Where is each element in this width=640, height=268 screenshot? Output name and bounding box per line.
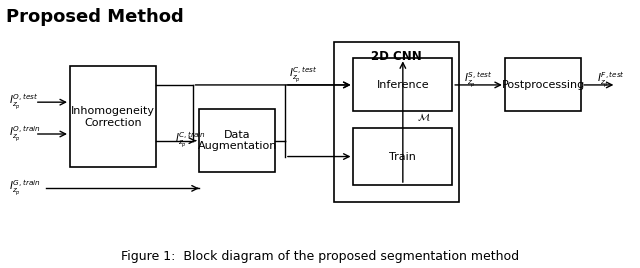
Bar xyxy=(353,58,452,111)
Text: Inference: Inference xyxy=(376,80,429,90)
Bar xyxy=(353,128,452,185)
Text: Train: Train xyxy=(389,151,416,162)
Text: Proposed Method: Proposed Method xyxy=(6,8,184,26)
Bar xyxy=(505,58,581,111)
Text: Postprocessing: Postprocessing xyxy=(501,80,585,90)
Bar xyxy=(70,66,156,167)
Text: $\mathcal{M}$: $\mathcal{M}$ xyxy=(417,111,431,123)
Text: $I_{z_p}^{O,train}$: $I_{z_p}^{O,train}$ xyxy=(9,124,41,144)
Text: Inhomogeneity
Correction: Inhomogeneity Correction xyxy=(71,106,155,128)
Text: Data
Augmentation: Data Augmentation xyxy=(198,130,277,151)
Text: 2D CNN: 2D CNN xyxy=(371,50,422,64)
Text: Figure 1:  Block diagram of the proposed segmentation method: Figure 1: Block diagram of the proposed … xyxy=(121,250,519,263)
Bar xyxy=(334,43,459,202)
Text: $I_{z_p}^{S,test}$: $I_{z_p}^{S,test}$ xyxy=(464,71,492,91)
Text: $I_{z_p}^{G,train}$: $I_{z_p}^{G,train}$ xyxy=(9,179,40,198)
Text: $I_{z_p}^{C,test}$: $I_{z_p}^{C,test}$ xyxy=(289,66,318,85)
Text: $I_{z_p}^{C,train}$: $I_{z_p}^{C,train}$ xyxy=(175,131,205,150)
Text: $I_{z_p}^{O,test}$: $I_{z_p}^{O,test}$ xyxy=(9,93,38,112)
Bar xyxy=(199,109,275,172)
Text: $I_{z_p}^{F,test}$: $I_{z_p}^{F,test}$ xyxy=(597,71,625,91)
